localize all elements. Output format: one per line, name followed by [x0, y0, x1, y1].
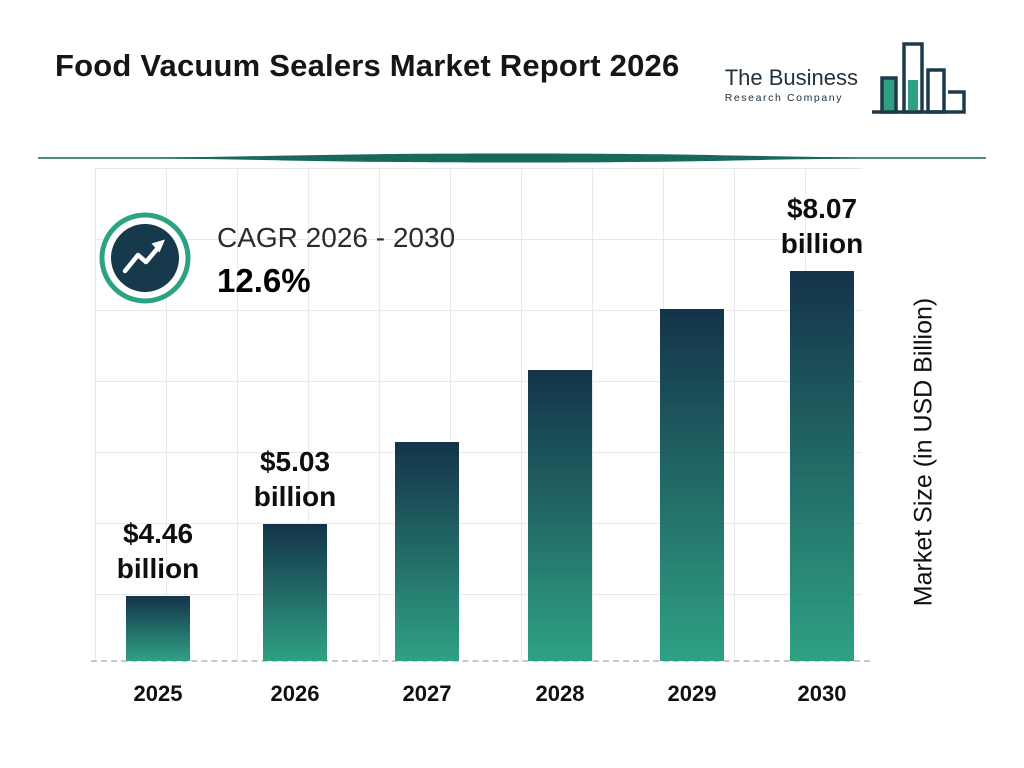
bar-2027: 2027	[395, 442, 459, 706]
x-tick-label-2027: 2027	[402, 681, 452, 706]
company-tagline: Research Company	[724, 92, 844, 105]
value-label-line: $5.03	[259, 446, 331, 477]
bar-2025: $4.46 billion 2025	[117, 518, 199, 706]
x-tick-label-2030: 2030	[797, 681, 847, 706]
bars-container: $4.46 billion 2025 $5.03 billion 2026 2027 2028…	[95, 168, 863, 706]
company-logo: The Business Research Company	[725, 40, 968, 120]
bar-2026: $5.03 billion 2026	[254, 446, 336, 706]
page-title: Food Vacuum Sealers Market Report 2026	[55, 48, 680, 83]
x-tick-label-2026: 2026	[270, 681, 320, 706]
logo-bar-chart-icon	[872, 42, 966, 114]
bar-2028: 2028	[528, 370, 592, 706]
bar-2030: $8.07 billion 2030	[781, 193, 863, 706]
bar-2029: 2029	[660, 309, 724, 706]
value-label-2030: $8.07 billion	[781, 191, 863, 261]
chart-grid	[95, 168, 862, 662]
x-axis-baseline	[91, 660, 870, 662]
value-label-line: $8.07	[786, 193, 858, 224]
x-tick-label-2028: 2028	[535, 681, 585, 706]
cagr-badge: CAGR 2026 - 2030 12.6%	[97, 210, 455, 306]
y-axis-title: Market Size (in USD Billion)	[909, 297, 938, 607]
growth-arrow-icon	[99, 212, 191, 304]
value-label-line: billion	[116, 553, 200, 584]
company-name: The Business	[724, 65, 858, 90]
cagr-value: 12.6%	[217, 262, 311, 299]
value-label-line: billion	[780, 228, 864, 259]
cagr-text: CAGR 2026 - 2030 12.6%	[217, 222, 455, 300]
divider-line	[38, 153, 986, 163]
value-label-line: $4.46	[122, 518, 194, 549]
x-tick-label-2025: 2025	[133, 681, 183, 706]
bar-chart: $4.46 billion 2025 $5.03 billion 2026 2027 2028…	[91, 168, 870, 706]
cagr-label: CAGR 2026 - 2030	[217, 222, 456, 253]
company-logo-text: The Business Research Company	[724, 65, 858, 105]
value-label-line: billion	[253, 481, 337, 512]
x-tick-label-2029: 2029	[667, 681, 717, 706]
value-label-2025: $4.46 billion	[117, 516, 199, 586]
value-label-2026: $5.03 billion	[254, 444, 336, 514]
